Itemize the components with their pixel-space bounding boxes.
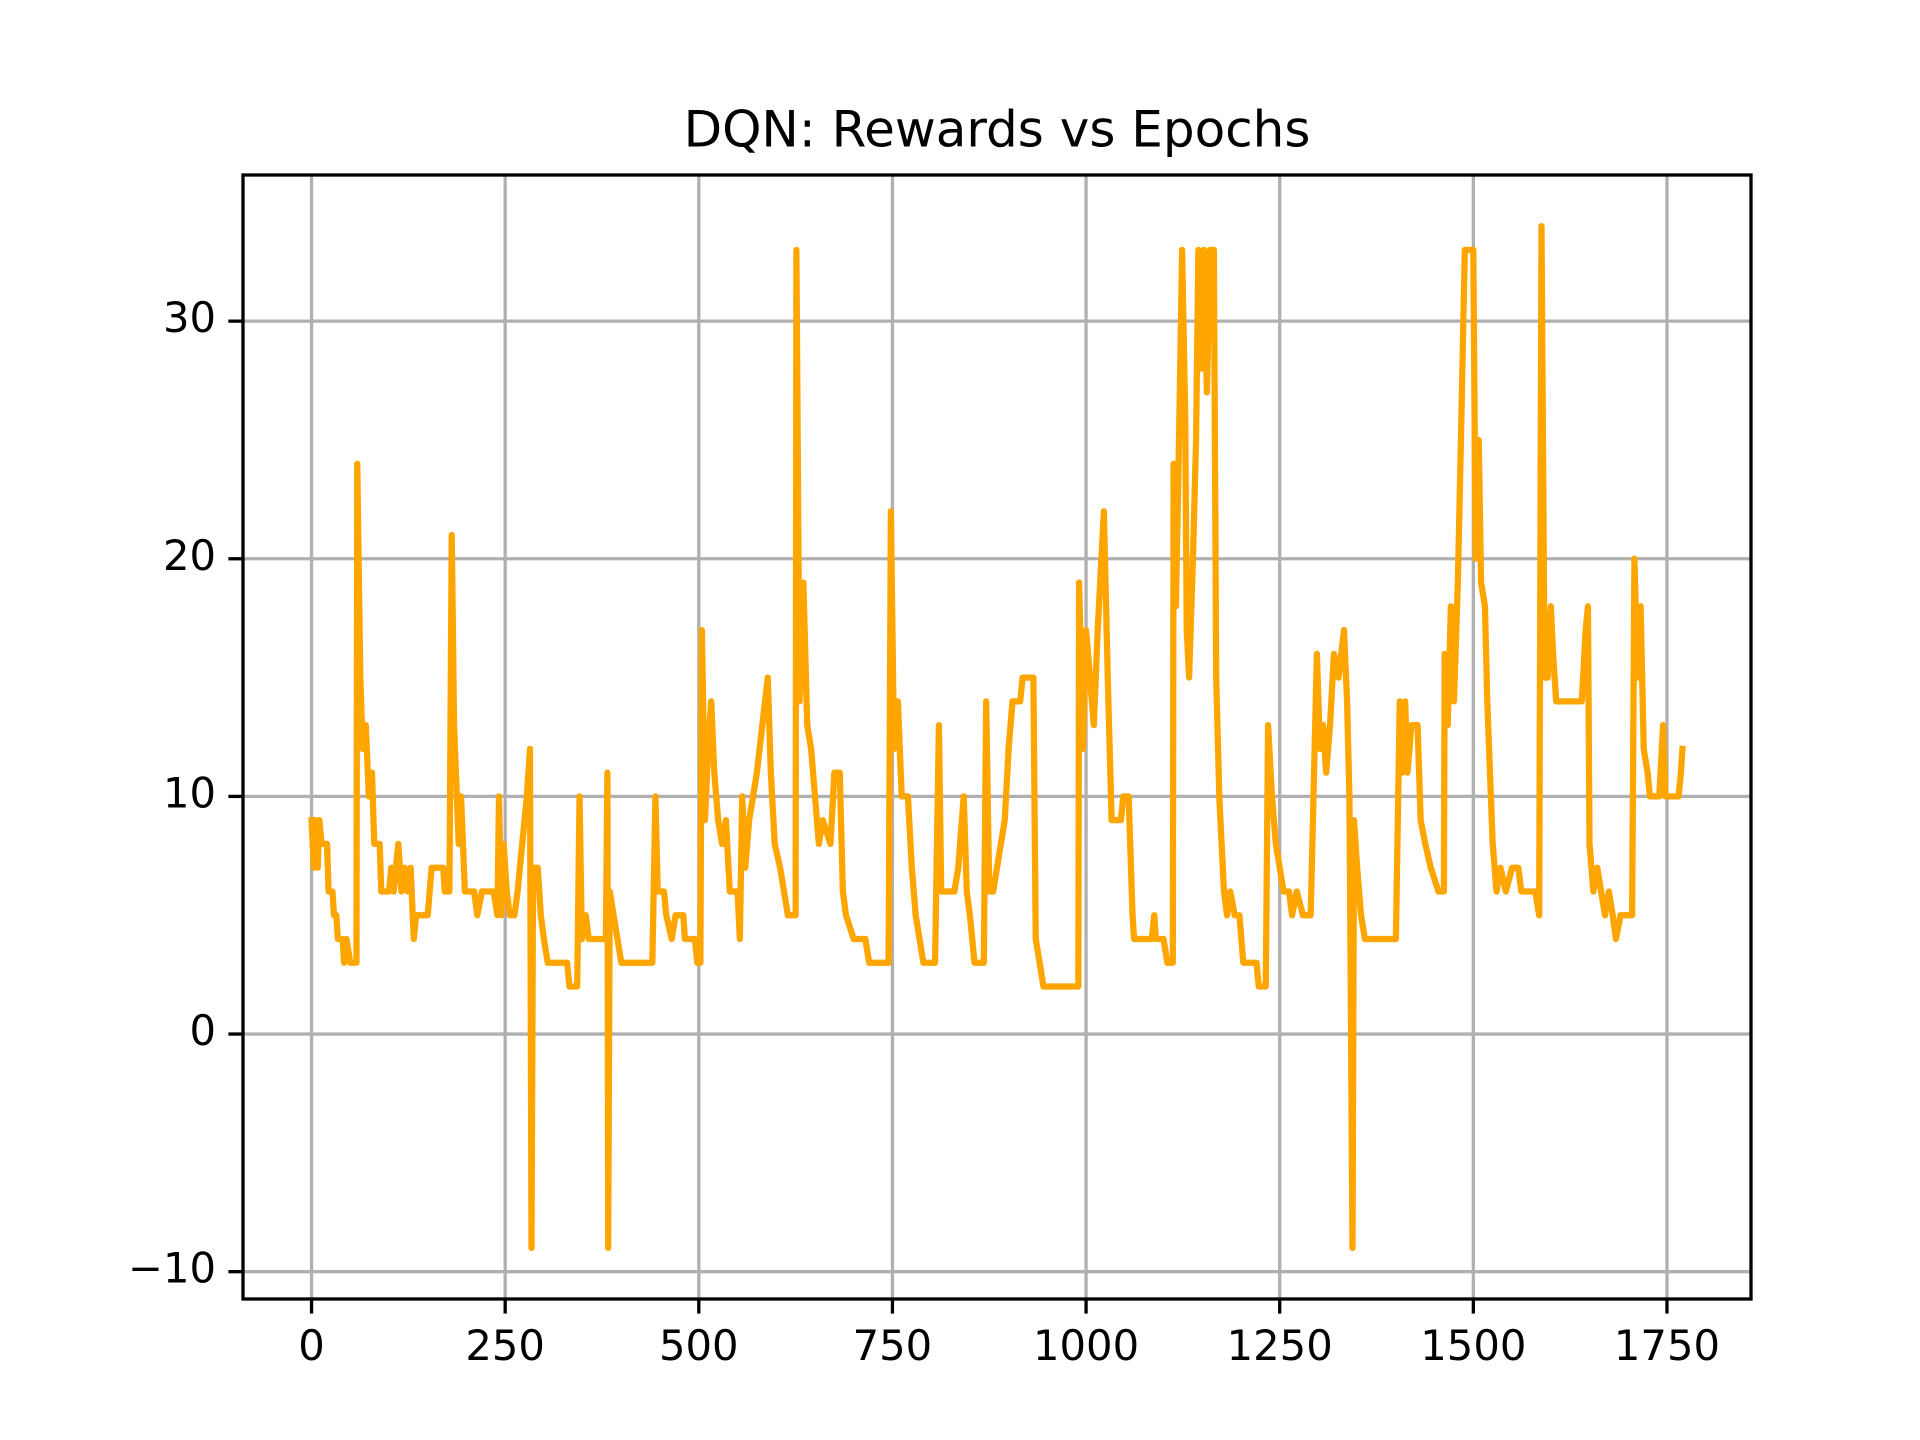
x-tick-label: 750	[853, 1321, 933, 1370]
x-tick-label: 1750	[1614, 1321, 1720, 1370]
x-tick-label: 250	[465, 1321, 545, 1370]
y-tick-label: 30	[163, 293, 216, 342]
x-tick-label: 1250	[1227, 1321, 1333, 1370]
x-tick-label: 1000	[1033, 1321, 1139, 1370]
y-tick-label: −10	[128, 1244, 216, 1293]
plot-frame	[241, 173, 1753, 1301]
x-tick-label: 1500	[1420, 1321, 1526, 1370]
y-tick-label: 10	[163, 768, 216, 817]
x-tick-label: 500	[659, 1321, 739, 1370]
x-tick-label: 0	[298, 1321, 325, 1370]
y-tick-label: 0	[189, 1006, 216, 1055]
chart-title: DQN: Rewards vs Epochs	[684, 101, 1311, 159]
data-line	[308, 222, 1686, 1252]
y-tick-label: 20	[163, 531, 216, 580]
